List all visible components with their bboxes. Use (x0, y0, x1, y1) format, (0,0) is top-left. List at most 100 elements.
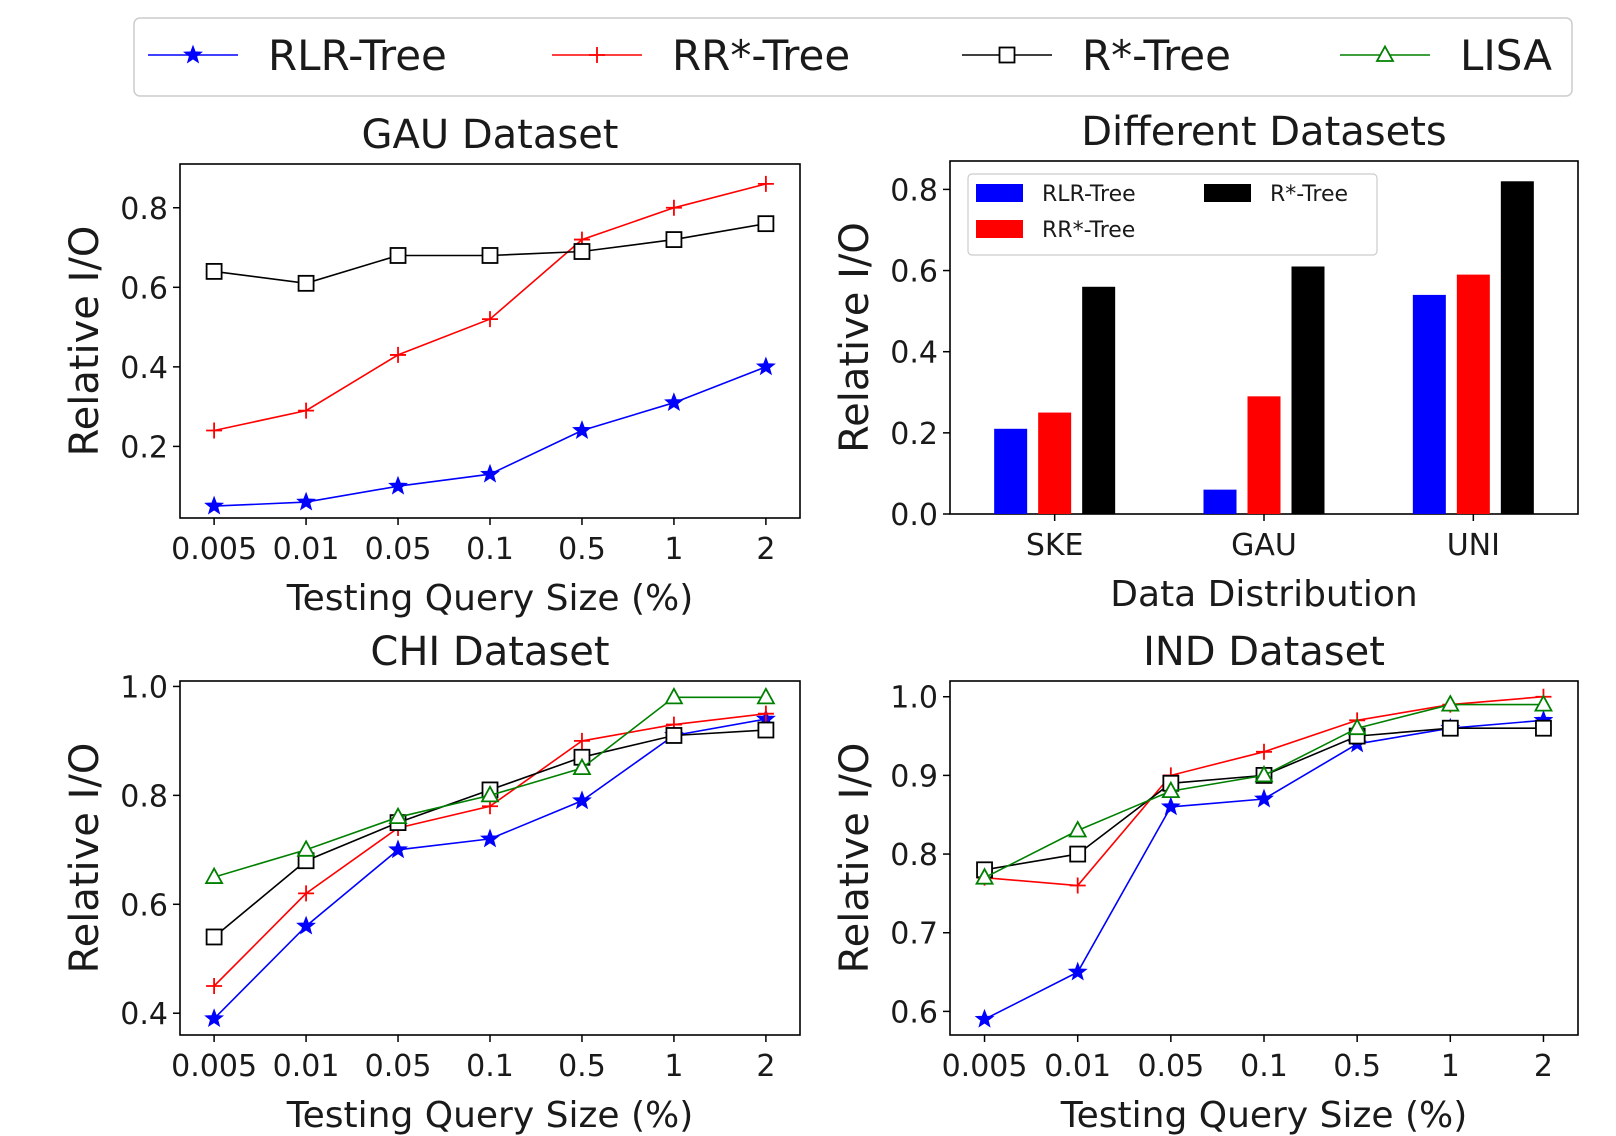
y-tick-label: 0.0 (890, 498, 938, 533)
series-rr-tree (206, 175, 774, 439)
y-tick-label: 0.4 (120, 997, 168, 1032)
data-point (390, 346, 407, 363)
y-tick-label: 0.6 (890, 995, 938, 1030)
data-point (481, 247, 499, 264)
data-point (664, 392, 684, 412)
y-tick-label: 0.7 (890, 917, 938, 952)
legend-entry-rr-tree: RR*-Tree (552, 31, 850, 80)
data-point (389, 247, 407, 264)
y-tick-label: 0.2 (890, 417, 938, 452)
x-tick-label: 2 (1534, 1049, 1553, 1084)
data-point (572, 420, 592, 439)
data-point (757, 721, 775, 739)
y-axis-label: Relative I/O (62, 743, 108, 974)
x-tick-label: 2 (756, 532, 775, 567)
bar-r-tree-gau (1291, 266, 1325, 514)
x-tick-label: 0.1 (466, 532, 514, 567)
y-tick-label: 0.6 (120, 888, 168, 923)
bar-r-tree-uni (1500, 181, 1534, 514)
x-tick-label: 0.005 (171, 1049, 257, 1084)
data-point (665, 727, 683, 744)
data-point (1069, 877, 1086, 894)
data-point (206, 422, 223, 439)
legend-entry-rlr-tree: RLR-Tree (148, 31, 447, 80)
bar-rr-tree-gau (1247, 396, 1281, 514)
data-point (975, 867, 995, 885)
series-r-tree (205, 215, 775, 292)
y-tick-label: 0.8 (890, 173, 938, 208)
y-tick-label: 0.4 (890, 336, 938, 371)
top-legend: RLR-Tree RR*-Tree R*-Tree LISA (133, 17, 1573, 97)
data-point (757, 215, 775, 233)
legend-entry-r-tree: R*-Tree (962, 31, 1231, 80)
data-point (297, 274, 315, 292)
x-tick-label: SKE (1026, 528, 1084, 563)
x-tick-label: 0.5 (1333, 1049, 1381, 1084)
data-point (205, 928, 223, 946)
x-tick-label: 0.01 (273, 532, 340, 567)
inset-legend-swatch (976, 220, 1023, 238)
data-point (573, 732, 590, 749)
bar-rlr-tree-ske (994, 428, 1028, 514)
inset-legend-label: R*-Tree (1270, 182, 1348, 207)
series-rr-tree (206, 705, 774, 994)
data-point (480, 785, 500, 803)
y-axis-label: Relative I/O (832, 743, 878, 974)
y-tick-label: 0.9 (890, 759, 938, 794)
x-axis-label: Testing Query Size (%) (286, 578, 694, 619)
data-point (205, 262, 223, 280)
plot-area (179, 680, 801, 1036)
data-point (756, 686, 776, 705)
panel-gau-dataset: GAU Dataset 0.2 0.4 0.6 0.8 0.005 0.01 0.05 0.1 0… (62, 112, 801, 619)
data-point (388, 475, 408, 495)
data-point (480, 828, 500, 848)
data-point (1161, 780, 1181, 799)
data-point (388, 806, 408, 825)
data-point (755, 356, 776, 376)
legend-label: R*-Tree (1082, 31, 1231, 80)
y-tick-label: 0.4 (120, 351, 168, 386)
data-point (1067, 961, 1088, 981)
x-tick-label: GAU (1231, 528, 1297, 563)
legend-marker (183, 44, 203, 64)
data-point (974, 1008, 995, 1028)
data-point (1068, 820, 1088, 838)
series-lisa (204, 686, 776, 884)
y-axis-label: Relative I/O (62, 226, 108, 457)
x-axis-label: Data Distribution (1110, 574, 1417, 615)
inset-legend-swatch (976, 184, 1023, 202)
bar-rlr-tree-uni (1412, 294, 1446, 514)
data-point (1254, 788, 1274, 808)
data-point (298, 885, 315, 902)
data-point (665, 199, 682, 216)
x-tick-label: 0.1 (466, 1049, 514, 1084)
data-point (1533, 694, 1553, 712)
panel-title: CHI Dataset (370, 629, 609, 675)
y-tick-label: 0.2 (120, 430, 168, 465)
legend-frame (133, 17, 1573, 97)
data-point (1069, 845, 1087, 863)
panel-different-datasets: Different Datasets 0.0 0.2 0.4 0.6 0.8 SKE GAU U… (832, 109, 1579, 615)
legend-label: RLR-Tree (268, 31, 447, 80)
bar-rr-tree-uni (1456, 274, 1490, 514)
x-tick-label: 0.005 (171, 532, 257, 567)
data-point (480, 463, 500, 483)
panel-chi-dataset: CHI Dataset 0.4 0.6 0.8 1.0 0.005 0.01 0.05 0.1 0… (62, 629, 801, 1136)
data-point (1254, 765, 1274, 783)
series-rlr-tree (204, 356, 776, 515)
panel-title: GAU Dataset (362, 112, 619, 158)
plot-area (949, 680, 1579, 1036)
panel-title: Different Datasets (1081, 109, 1447, 155)
x-tick-label: 1 (664, 532, 683, 567)
x-axis-label: Testing Query Size (%) (1060, 1095, 1468, 1136)
y-tick-label: 0.6 (120, 271, 168, 306)
data-point (204, 1008, 225, 1028)
plot-area (179, 163, 801, 519)
data-point (664, 686, 684, 705)
data-point (206, 977, 223, 994)
legend-entry-lisa: LISA (1340, 31, 1552, 80)
x-tick-label: 1 (664, 1049, 683, 1084)
inset-legend: RLR-Tree RR*-Tree R*-Tree (967, 173, 1378, 256)
data-point (482, 311, 498, 328)
